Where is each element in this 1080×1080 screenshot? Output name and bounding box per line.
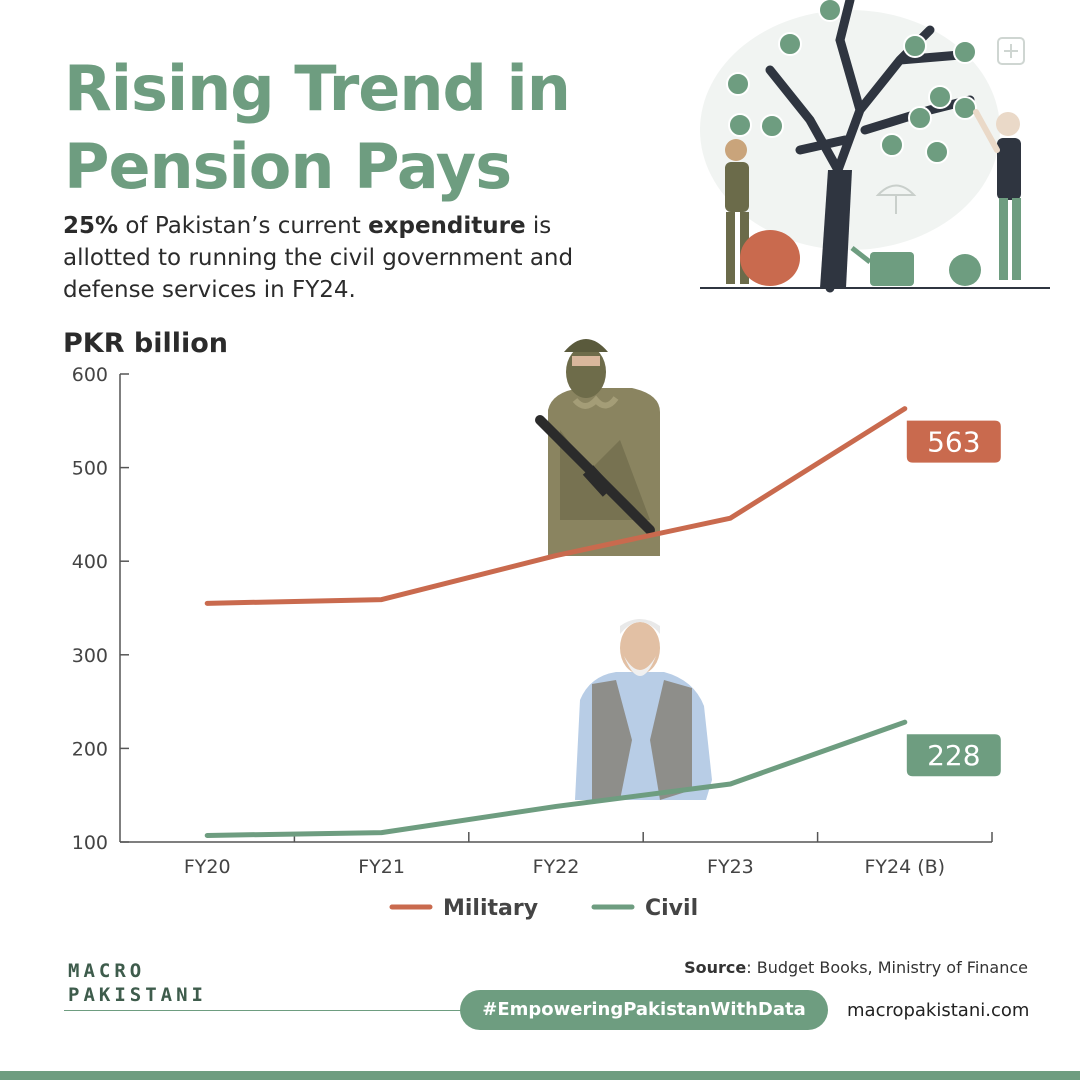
series-line-civil	[204, 719, 908, 838]
y-tick-label: 400	[72, 551, 108, 573]
line-chart: 100 200 300 400 500 600 FY20 FY21 FY22 FY23 FY24 (…	[72, 339, 1001, 921]
logo-line-1: MACRO	[68, 960, 146, 982]
y-axis-unit-label: PKR billion	[63, 328, 229, 359]
end-value-badge	[906, 410, 1001, 463]
series-line-military	[204, 406, 908, 606]
y-tick-label: 100	[72, 832, 108, 854]
y-tick-label: 600	[72, 364, 108, 386]
logo-line-2: PAKISTANI	[68, 984, 207, 1006]
logo-divider	[64, 1010, 464, 1011]
source-label: Source	[684, 958, 747, 977]
subtitle-percent: 25%	[63, 213, 119, 239]
subtitle-text-2: is allotted to running the civil governm…	[63, 213, 574, 303]
hashtag-badge[interactable]: #EmpoweringPakistanWithData	[460, 990, 828, 1030]
subtitle-expenditure: expenditure	[368, 213, 526, 239]
elderly-man-photo	[575, 619, 712, 800]
bottom-band	[0, 1071, 1080, 1080]
y-tick-label: 500	[72, 458, 108, 480]
x-tick-label: FY20	[184, 856, 231, 878]
y-tick-label: 300	[72, 645, 108, 667]
x-tick-label: FY24 (B)	[864, 856, 945, 878]
website-link[interactable]: macropakistani.com	[847, 1000, 1030, 1021]
plus-icon	[997, 37, 1025, 65]
legend-label: Civil	[645, 896, 698, 921]
subtitle: 25% of Pakistan’s current expenditure is…	[63, 210, 623, 306]
source-note: Source: Budget Books, Ministry of Financ…	[684, 958, 1028, 977]
page-title: Rising Trend in Pension Pays	[64, 50, 571, 206]
end-value-label: 563	[927, 426, 980, 459]
y-tick-label: 200	[72, 738, 108, 760]
source-text: : Budget Books, Ministry of Finance	[746, 958, 1028, 977]
money-tree-illustration	[700, 0, 1050, 293]
x-tick-label: FY22	[533, 856, 580, 878]
end-value-label: 228	[927, 739, 980, 772]
end-value-badge	[906, 724, 1001, 777]
legend-label: Military	[443, 896, 538, 921]
x-tick-label: FY23	[707, 856, 754, 878]
soldier-photo	[535, 339, 660, 556]
title-line-2: Pension Pays	[64, 130, 512, 203]
x-tick-label: FY21	[358, 856, 405, 878]
subtitle-text-1: of Pakistan’s current	[118, 213, 369, 239]
title-line-1: Rising Trend in	[64, 52, 571, 125]
